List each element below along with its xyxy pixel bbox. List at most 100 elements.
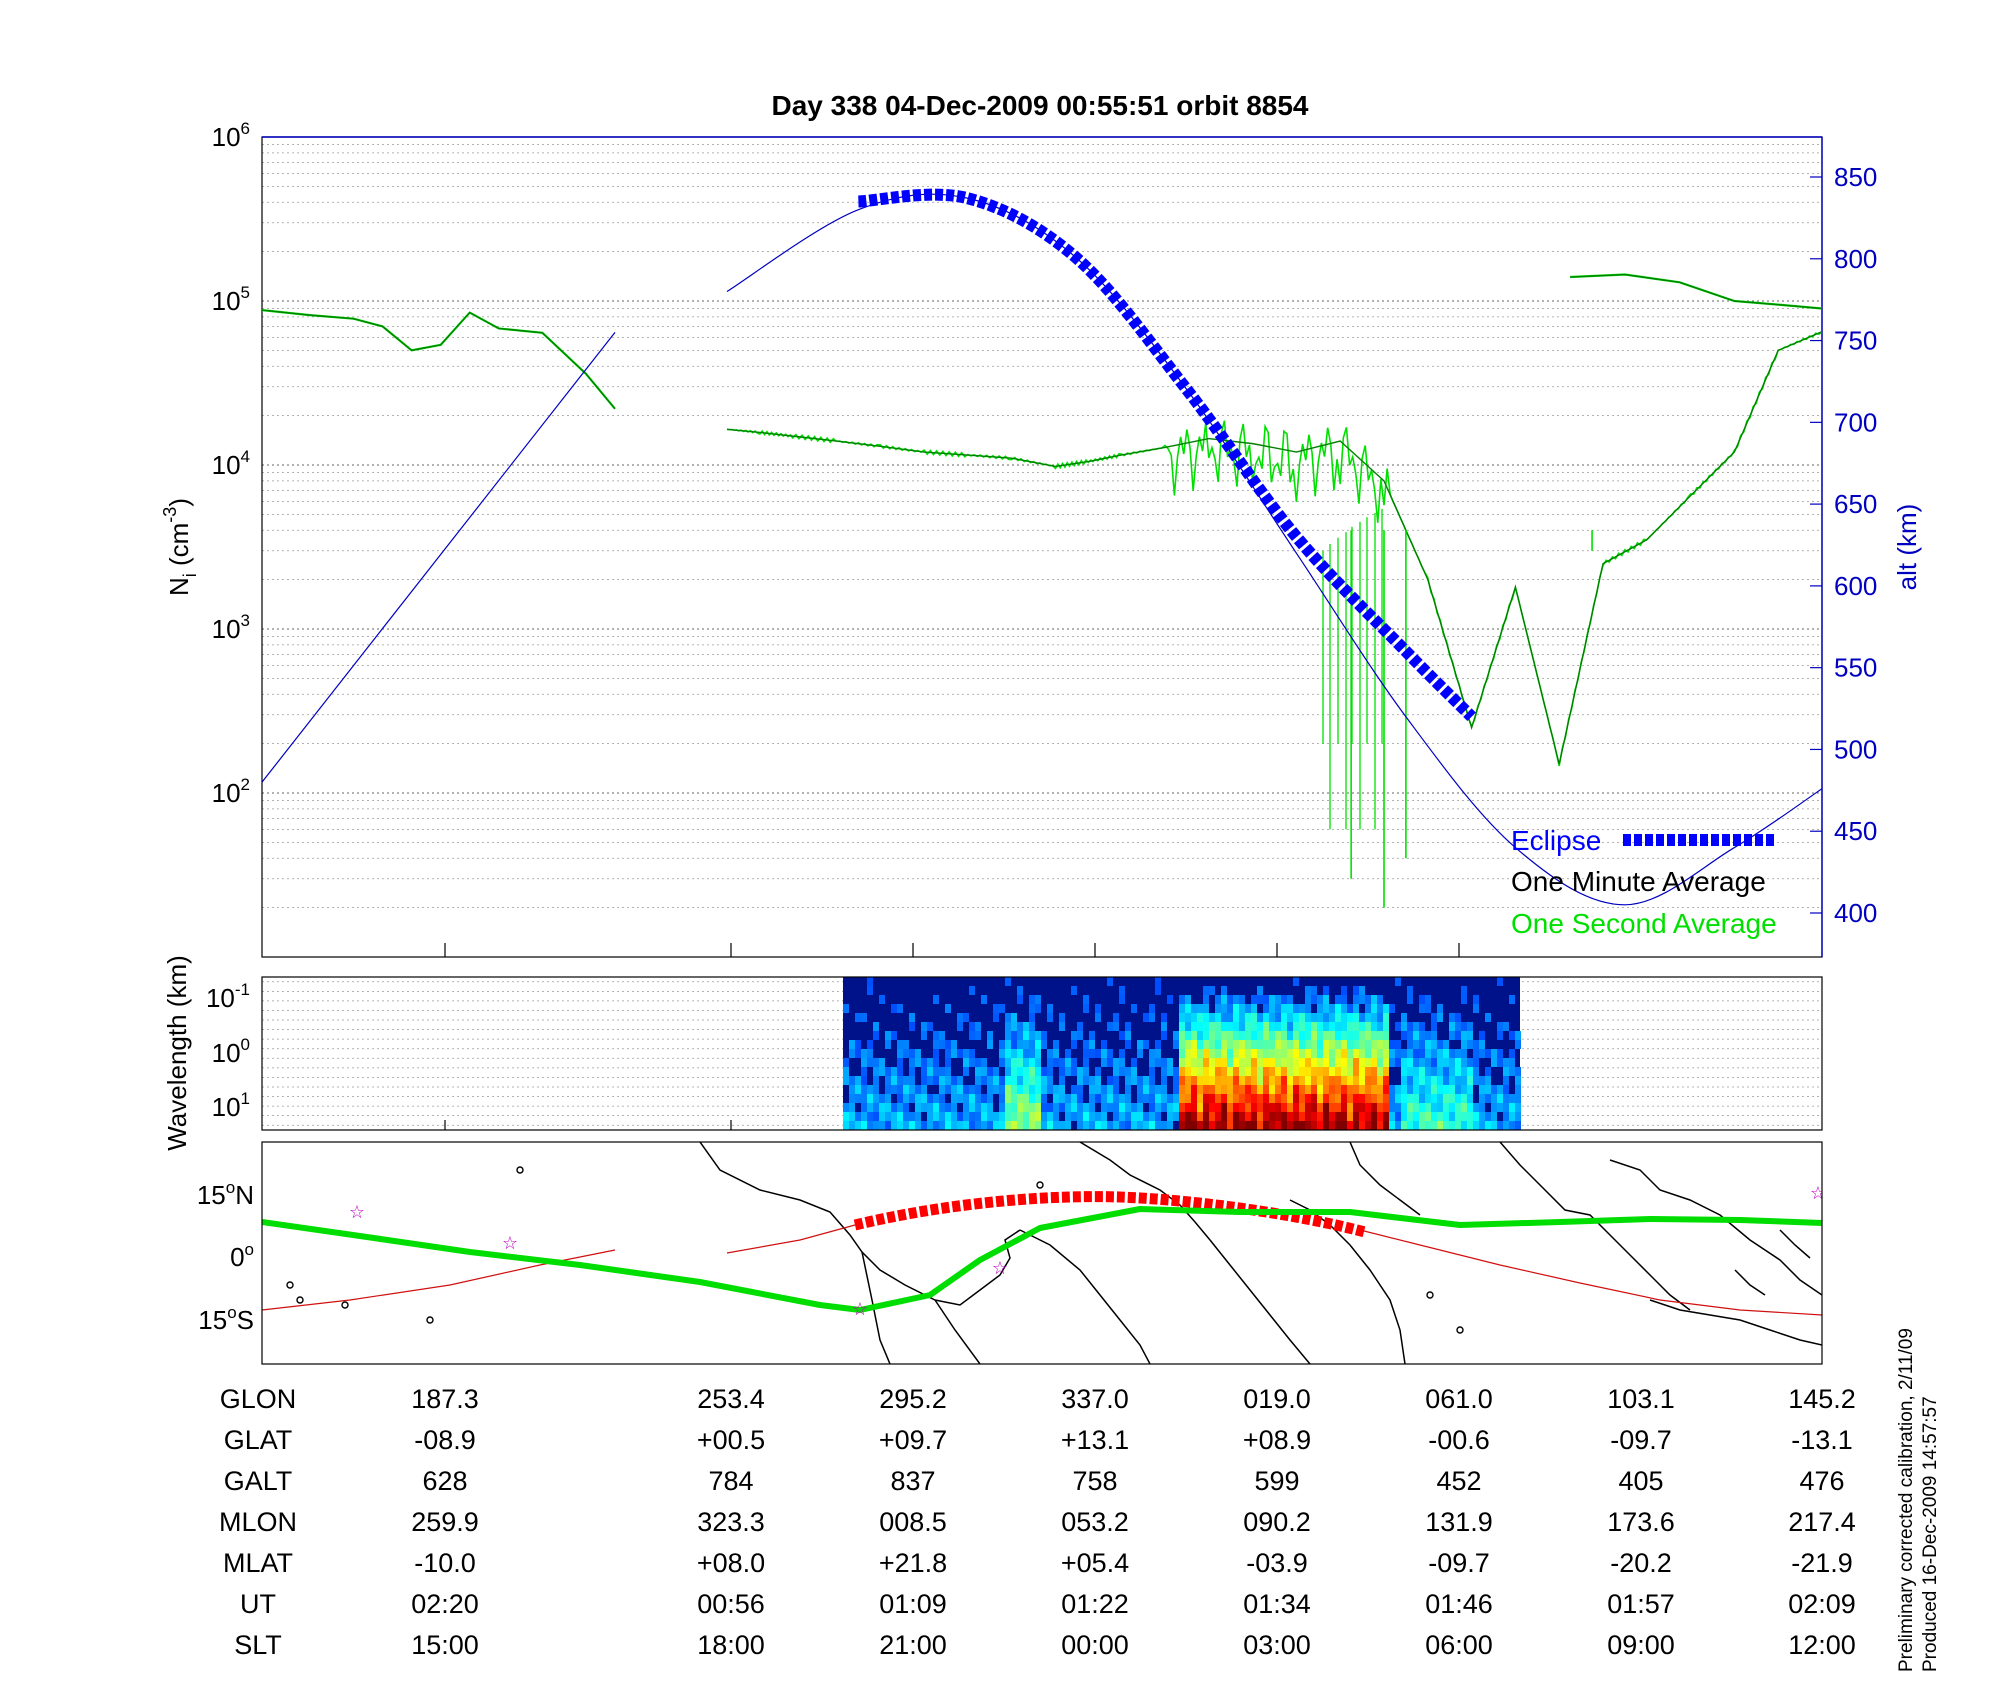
spectrogram-cell [1443,1076,1449,1085]
table-cell: 253.4 [697,1384,765,1414]
spectrogram-cell [1203,1067,1209,1076]
spectrogram-cell [1359,1040,1365,1049]
spectrogram-cell [1347,1013,1353,1022]
spectrogram-cell [1095,1013,1101,1022]
spectrogram-cell [1047,1067,1053,1076]
spectrogram-cell [1137,1049,1143,1058]
spectrogram-cell [1377,1049,1383,1058]
spectrogram-cell [1515,1112,1521,1121]
spectrogram-cell [957,1085,963,1094]
spectrogram-cell [1425,1076,1431,1085]
spectrogram-cell [1179,1004,1185,1013]
spectrogram-cell [1263,1031,1269,1040]
spectrogram-cell [1053,1121,1059,1130]
spectrogram-cell [1383,1112,1389,1121]
spectrogram-cell [987,1076,993,1085]
spectrogram-cell [1461,1058,1467,1067]
altitude-tick-label: 600 [1834,571,1877,601]
table-cell: 019.0 [1243,1384,1311,1414]
spectrogram-cell [903,1040,909,1049]
spectrogram-cell [1467,1085,1473,1094]
spectrogram-cell [903,1094,909,1103]
spectrogram-cell [1119,1094,1125,1103]
spectrogram-cell [1293,1004,1299,1013]
spectrogram-cell [1455,1076,1461,1085]
spectrogram-cell [1215,1112,1221,1121]
spectrogram-cell [1269,1004,1275,1013]
spectrogram-cell [1305,1103,1311,1112]
spectrogram-cell [843,1121,849,1130]
tick-exponent: 0 [241,1035,250,1054]
spectrogram-cell [1413,1112,1419,1121]
spectrogram-cell [1443,1121,1449,1130]
spectrogram-cell [1431,1058,1437,1067]
spectrogram-cell [1215,1049,1221,1058]
spectrogram-cell [1299,1058,1305,1067]
spectrogram-cell [1311,1121,1317,1130]
spectrogram-cell [1143,1094,1149,1103]
spectrogram-cell [1203,1076,1209,1085]
spectrogram-cell [897,1121,903,1130]
spectrogram-cell [1515,1067,1521,1076]
table-cell: 337.0 [1061,1384,1129,1414]
spectrogram-cell [867,1121,873,1130]
altitude-ytick-group: 850 800 750 700 650 600 550 500 450 400 [1810,162,1877,928]
spectrogram-cell [1245,1103,1251,1112]
tick-base: 10 [212,614,241,644]
spectrogram-cell [873,1031,879,1040]
spectrogram-cell [1341,1031,1347,1040]
spectrogram-cell [1497,1022,1503,1031]
spectrogram-cell [1305,1085,1311,1094]
spectrogram-cell [1365,1013,1371,1022]
spectrogram-cell [1371,1022,1377,1031]
spectrogram-cell [897,1067,903,1076]
spectrogram-cell [1419,1031,1425,1040]
spectrogram-cell [1449,1112,1455,1121]
spectrogram-cell [1143,1076,1149,1085]
spectrogram-cell [1461,1112,1467,1121]
spectrogram-cell [1515,1094,1521,1103]
spectrogram-cell [1209,1058,1215,1067]
spectrogram-cell [1371,1004,1377,1013]
spectrogram-cell [1287,1112,1293,1121]
spectrogram-cell [873,1085,879,1094]
spectrogram-cell [1197,1040,1203,1049]
altitude-tick-label: 500 [1834,734,1877,764]
spectrogram-cell [1473,1049,1479,1058]
spectrogram-cell [1245,1076,1251,1085]
spectrogram-cell [1269,1085,1275,1094]
spectrogram-cell [1275,1049,1281,1058]
spectrogram-cell [1293,1049,1299,1058]
spectrogram-cell [1173,1076,1179,1085]
spectrogram-cell [1113,1103,1119,1112]
spectrogram-cell [1221,1022,1227,1031]
spectrogram-cell [1365,1022,1371,1031]
spectrogram-cell [1143,1085,1149,1094]
spectrogram-cell [1371,1094,1377,1103]
table-cell: 01:57 [1607,1589,1675,1619]
spectrogram-cell [1113,1076,1119,1085]
spectrogram-cell [1485,1121,1491,1130]
spectrogram-cell [1179,1031,1185,1040]
spectrogram-cell [891,1004,897,1013]
spectrogram-cell [1305,1067,1311,1076]
spectrogram-cell [1497,1085,1503,1094]
latitude-value: 15 [198,1305,227,1335]
spectrogram-cell [957,1076,963,1085]
spectrogram-cell [1371,1067,1377,1076]
spectrogram-cell [1083,1121,1089,1130]
one-minute-average-line [726,331,1822,765]
table-cell: 00:00 [1061,1630,1129,1660]
spectrogram-cell [1509,1031,1515,1040]
spectrogram-cell [1353,1067,1359,1076]
spectrogram-cell [1167,1103,1173,1112]
spectrogram-cell [1305,1013,1311,1022]
spectrogram-cell [1281,1112,1287,1121]
spectrogram-cell [879,1067,885,1076]
spectrogram-cell [1455,1121,1461,1130]
spectrogram-cell [1017,1049,1023,1058]
spectrogram-cell [921,1067,927,1076]
spectrogram-cell [1245,1058,1251,1067]
